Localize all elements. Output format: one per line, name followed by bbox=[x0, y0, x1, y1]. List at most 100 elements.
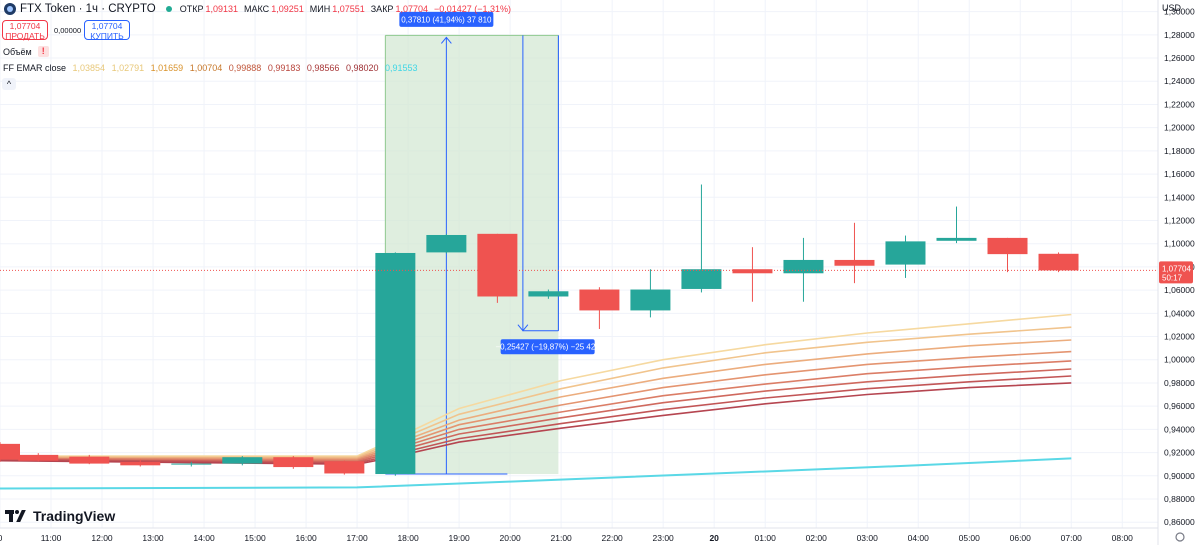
x-tick-label: 0 bbox=[0, 533, 3, 543]
y-tick-label: 1,18000 bbox=[1164, 146, 1195, 156]
ema-line-6 bbox=[0, 368, 1072, 463]
measure-down-label-bg bbox=[500, 339, 595, 355]
high-value: 1,09251 bbox=[271, 4, 304, 14]
y-tick-label: 1,20000 bbox=[1164, 123, 1195, 133]
tradingview-logo[interactable]: TradingView bbox=[5, 508, 115, 524]
collapse-legend-button[interactable]: ^ bbox=[2, 78, 16, 90]
settings-gear-icon[interactable] bbox=[1175, 532, 1185, 542]
candle-body[interactable] bbox=[324, 461, 365, 474]
ema-line-5 bbox=[0, 360, 1072, 462]
y-tick-label: 1,12000 bbox=[1164, 215, 1195, 225]
candle-body[interactable] bbox=[273, 457, 314, 468]
candle-body[interactable] bbox=[1038, 253, 1079, 271]
candle-body[interactable] bbox=[681, 269, 722, 289]
y-tick-label: 0,88000 bbox=[1164, 494, 1195, 504]
close-label: ЗАКР bbox=[370, 4, 394, 14]
ftx-token-icon bbox=[4, 3, 16, 15]
buy-button[interactable]: 1,07704 КУПИТЬ bbox=[84, 20, 130, 40]
measure-up-label-bg bbox=[399, 11, 494, 27]
candle-body[interactable] bbox=[18, 454, 59, 461]
measure-up-label: 0,37810 (41,94%) 37 810 bbox=[401, 15, 492, 24]
candle-body[interactable] bbox=[885, 241, 926, 265]
candle-body[interactable] bbox=[936, 237, 977, 241]
low-value: 1,07551 bbox=[332, 4, 365, 14]
y-tick-label: 1,14000 bbox=[1164, 192, 1195, 202]
candle-body[interactable] bbox=[426, 234, 467, 253]
y-tick-label: 1,02000 bbox=[1164, 332, 1195, 342]
y-tick-label: 0,92000 bbox=[1164, 448, 1195, 458]
ema-value-8: 0,98020 bbox=[345, 63, 379, 73]
candle-body[interactable] bbox=[477, 233, 518, 297]
x-tick-label: 15:00 bbox=[244, 533, 266, 543]
y-tick-label: 1,24000 bbox=[1164, 76, 1195, 86]
sell-label: ПРОДАТЬ bbox=[5, 30, 45, 41]
y-tick-label: 1,04000 bbox=[1164, 308, 1195, 318]
x-tick-label: 03:00 bbox=[857, 533, 879, 543]
currency-label[interactable]: USD bbox=[1162, 3, 1182, 13]
measure-down-label: −0,25427 (−19,87%) −25 427 bbox=[495, 343, 600, 352]
volume-legend[interactable]: Объём ! bbox=[3, 46, 49, 57]
x-tick-label: 22:00 bbox=[602, 533, 624, 543]
candle-body[interactable] bbox=[528, 291, 569, 297]
ema-value-9: 0,91553 bbox=[385, 63, 418, 73]
indicator-name: FF EMAR close bbox=[3, 63, 67, 73]
last-price-label: 1,07704 bbox=[1162, 264, 1191, 273]
candle-body[interactable] bbox=[987, 237, 1028, 255]
candle-body[interactable] bbox=[579, 289, 620, 311]
ema-long-line bbox=[0, 457, 1072, 490]
ema-value-7: 0,98566 bbox=[306, 63, 340, 73]
candle-body[interactable] bbox=[69, 456, 110, 464]
ema-ribbon bbox=[0, 313, 1072, 490]
change-value: −0,01427 (−1,31%) bbox=[433, 4, 512, 14]
x-tick-label: 16:00 bbox=[295, 533, 317, 543]
candle-body[interactable] bbox=[375, 252, 416, 475]
last-price-badge bbox=[1159, 261, 1193, 284]
y-tick-label: 1,28000 bbox=[1164, 30, 1195, 40]
candle-body[interactable] bbox=[630, 289, 671, 311]
x-tick-label: 06:00 bbox=[1010, 533, 1032, 543]
buy-price: 1,07704 bbox=[91, 21, 123, 31]
candle-body[interactable] bbox=[171, 463, 212, 465]
ema-value-6: 0,99183 bbox=[267, 63, 301, 73]
y-tick-label: 1,16000 bbox=[1164, 169, 1195, 179]
candle-body[interactable] bbox=[732, 269, 773, 274]
y-tick-label: 0,94000 bbox=[1164, 424, 1195, 434]
y-tick-label: 0,98000 bbox=[1164, 378, 1195, 388]
y-tick-label: 1,06000 bbox=[1164, 285, 1195, 295]
candle-body[interactable] bbox=[222, 457, 263, 464]
candle-body[interactable] bbox=[120, 461, 161, 466]
market-status-dot-icon bbox=[165, 6, 172, 12]
candle-body[interactable] bbox=[834, 259, 875, 266]
ema-value-4: 1,00704 bbox=[189, 63, 223, 73]
x-tick-label: 13:00 bbox=[142, 533, 164, 543]
candle-body[interactable] bbox=[783, 259, 824, 274]
x-tick-label: 21:00 bbox=[551, 533, 573, 543]
x-tick-label: 01:00 bbox=[755, 533, 777, 543]
y-tick-label: 0,86000 bbox=[1164, 517, 1195, 527]
x-tick-label: 18:00 bbox=[397, 533, 419, 543]
ema-value-1: 1,03854 bbox=[72, 63, 106, 73]
x-tick-label: 02:00 bbox=[806, 533, 828, 543]
x-tick-label: 23:00 bbox=[653, 533, 675, 543]
ema-line-3 bbox=[0, 339, 1072, 460]
x-tick-label: 04:00 bbox=[908, 533, 930, 543]
x-tick-label: 11:00 bbox=[41, 533, 62, 543]
buy-label: КУПИТЬ bbox=[90, 30, 124, 41]
sell-button[interactable]: 1,07704 ПРОДАТЬ bbox=[2, 20, 48, 40]
tradingview-logo-icon bbox=[5, 509, 29, 523]
close-value: 1,07704 bbox=[395, 4, 428, 14]
spread-value: 0,00000 bbox=[54, 26, 82, 35]
symbol-title[interactable]: FTX Token · 1ч · CRYPTO bbox=[20, 3, 156, 15]
high-label: МАКС bbox=[244, 4, 270, 14]
warning-icon[interactable]: ! bbox=[37, 46, 49, 57]
x-tick-label: 20 bbox=[709, 533, 719, 543]
measure-up-arrowhead bbox=[440, 36, 452, 44]
ema-value-2: 1,02791 bbox=[111, 63, 145, 73]
candle-body[interactable] bbox=[0, 443, 20, 460]
y-tick-label: 1,30000 bbox=[1164, 7, 1195, 17]
measure-labels: 0,37810 (41,94%) 37 810 −0,25427 (−19,87%… bbox=[399, 11, 600, 355]
indicator-legend[interactable]: FF EMAR close 1,03854 1,02791 1,01659 1,… bbox=[3, 63, 422, 73]
x-tick-label: 05:00 bbox=[959, 533, 981, 543]
